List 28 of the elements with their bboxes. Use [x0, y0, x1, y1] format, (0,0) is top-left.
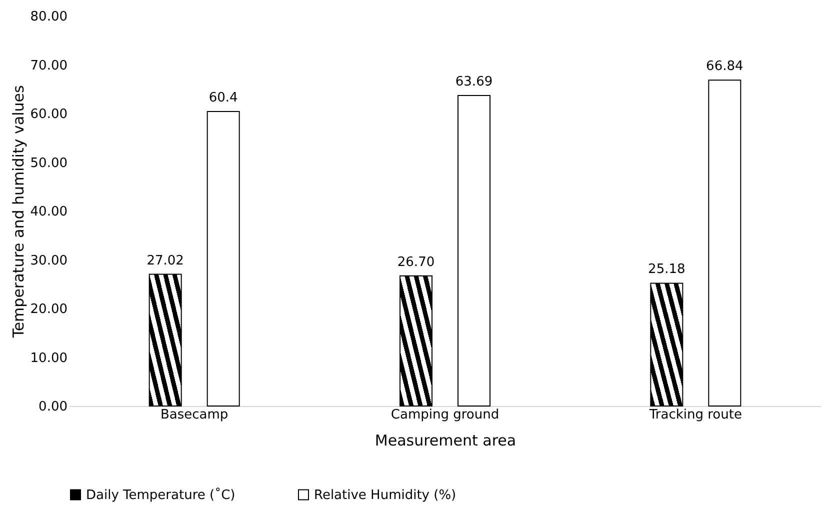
y-tick-label: 20.00: [30, 302, 68, 317]
legend-label: Daily Temperature (˚C): [86, 486, 236, 503]
data-label: 63.69: [455, 74, 493, 90]
y-tick-label: 0.00: [38, 400, 68, 414]
data-label: 60.4: [208, 90, 238, 106]
x-axis-title: Measurement area: [374, 432, 516, 450]
x-tick-label: Tracking route: [648, 408, 742, 422]
x-tick-label: Basecamp: [160, 408, 228, 422]
y-tick-label: 80.00: [30, 10, 68, 24]
legend-label: Relative Humidity (%): [314, 488, 456, 503]
y-tick-label: 30.00: [30, 253, 68, 268]
x-tick-label: Camping ground: [390, 408, 500, 422]
y-tick-label: 50.00: [30, 156, 68, 171]
data-label: 27.02: [146, 253, 184, 268]
data-label: 25.18: [648, 262, 686, 278]
bar: [206, 111, 240, 406]
bar: [708, 80, 742, 406]
y-tick-label: 40.00: [30, 204, 68, 220]
y-axis-title: Temperature and humidity values: [9, 85, 28, 339]
bar: [650, 282, 684, 406]
bar: [458, 95, 490, 406]
data-label: 26.70: [397, 254, 435, 270]
y-tick-label: 70.00: [30, 58, 68, 74]
y-tick-label: 60.00: [30, 107, 68, 122]
data-label: 66.84: [706, 59, 744, 74]
bar: [400, 275, 432, 406]
bar: [148, 274, 182, 406]
y-tick-label: 10.00: [30, 350, 68, 366]
